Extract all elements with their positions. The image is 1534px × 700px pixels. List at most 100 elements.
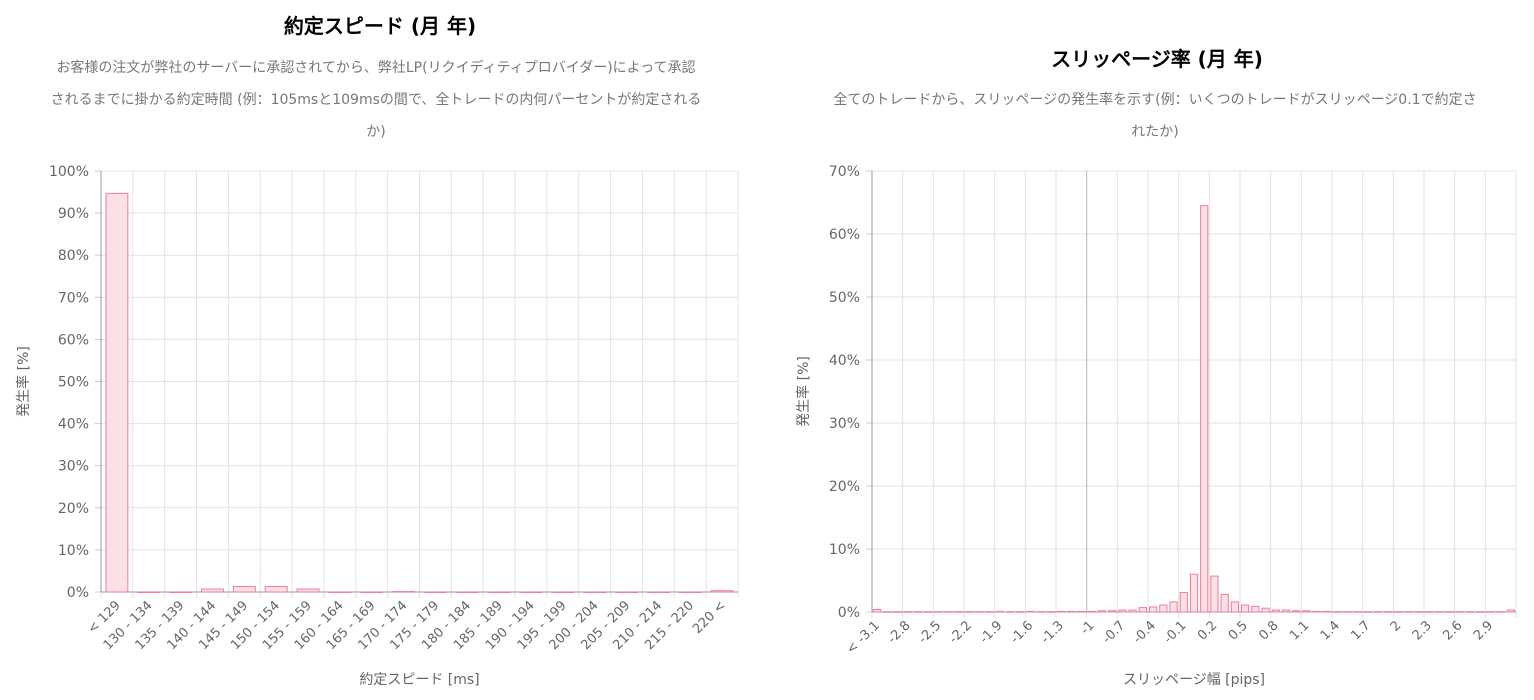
bar — [1016, 611, 1025, 613]
bar — [1241, 604, 1250, 613]
bar — [965, 611, 974, 613]
chart-title: 約定スピード (月 年) — [283, 14, 477, 38]
execution-speed-chart: 約定スピード (月 年) お客様の注文が弊社のサーバーに承認されてから、弊社LP… — [0, 0, 760, 700]
bar — [1476, 611, 1485, 613]
bar — [296, 588, 320, 593]
bar — [1312, 610, 1321, 613]
bar — [1425, 611, 1434, 613]
y-tick-label: 30% — [58, 459, 89, 475]
bar — [328, 591, 352, 593]
bar — [1455, 611, 1464, 613]
bar — [487, 591, 511, 593]
bar — [1343, 611, 1352, 613]
x-tick-label: -1.9 — [977, 618, 1006, 647]
bar — [551, 591, 575, 593]
bar — [1414, 611, 1423, 613]
bar — [1353, 611, 1362, 613]
x-axis-label: 約定スピード [ms] — [359, 672, 479, 688]
bar — [1036, 611, 1045, 613]
x-tick-label: -1.3 — [1038, 618, 1067, 647]
x-tick-label: -2.5 — [916, 618, 945, 647]
x-tick-label: -1 — [1078, 618, 1098, 638]
x-tick-label: 220 < — [690, 598, 729, 637]
bar — [710, 590, 734, 593]
bar — [1251, 605, 1260, 613]
bar — [1169, 601, 1178, 613]
bar — [1333, 611, 1342, 613]
bar — [1261, 607, 1270, 613]
bar — [1138, 607, 1147, 613]
y-tick-label: 60% — [829, 227, 860, 243]
bar — [903, 611, 912, 613]
y-tick-label: 40% — [829, 353, 860, 369]
chart-subtitle: 全てのトレードから、スリッページの発生率を示す(例：いくつのトレードがスリッペー… — [833, 92, 1477, 140]
bar — [1108, 610, 1117, 613]
y-tick-label: 70% — [58, 290, 89, 306]
y-tick-label: 20% — [829, 479, 860, 495]
x-tick-label: -0.7 — [1100, 618, 1129, 647]
bar — [1149, 606, 1158, 613]
bar — [1159, 604, 1168, 613]
bar — [1189, 573, 1199, 613]
bar — [1118, 609, 1127, 613]
bar — [1302, 610, 1311, 613]
y-axis-label: 発生率 [%] — [795, 356, 812, 427]
bar — [232, 586, 256, 593]
slippage-rate-plot: 0% 10% 20% 30% 40% 50% 60% 70% < -3.1 -2.8 -2.5 -2.… — [795, 164, 1517, 688]
x-tick-label: 0.5 — [1226, 618, 1251, 643]
bar — [424, 591, 447, 593]
chart-title: スリッページ率 (月 年) — [1051, 47, 1263, 71]
bar — [1057, 610, 1066, 613]
y-tick-label: 90% — [58, 206, 89, 222]
y-tick-label: 50% — [58, 375, 89, 391]
bar — [519, 591, 543, 593]
bar — [105, 192, 129, 593]
bar — [1506, 609, 1515, 613]
bar — [264, 586, 288, 593]
y-tick-label: 100% — [49, 164, 89, 180]
bar — [924, 611, 933, 613]
bar — [1271, 609, 1280, 613]
slippage-rate-chart: スリッページ率 (月 年) 全てのトレードから、スリッページの発生率を示す(例：… — [780, 0, 1534, 700]
bar — [944, 611, 953, 613]
bar — [583, 591, 607, 593]
bar — [1435, 611, 1444, 613]
x-tick-label: 2 — [1388, 618, 1404, 634]
x-tick-label: -1.6 — [1008, 618, 1037, 647]
y-tick-label: 80% — [58, 248, 89, 264]
x-tick-label: 2.3 — [1410, 618, 1435, 643]
bar — [934, 611, 943, 613]
y-tick-label: 70% — [829, 164, 860, 180]
bar — [1067, 610, 1076, 613]
bar — [678, 591, 702, 593]
chart-subtitle: お客様の注文が弊社のサーバーに承認されてから、弊社LP(リクイディティプロバイダ… — [50, 60, 702, 140]
bar — [137, 591, 161, 593]
bar — [1384, 611, 1393, 613]
bar — [169, 591, 193, 593]
y-tick-label: 50% — [829, 290, 860, 306]
bar — [1077, 610, 1086, 613]
bar — [1394, 611, 1403, 613]
x-tick-label: < -3.1 — [844, 618, 883, 657]
bar — [1496, 611, 1505, 613]
bar — [954, 611, 963, 613]
x-tick-label: 0.8 — [1256, 618, 1281, 643]
execution-speed-plot: 0%10%20%30%40%50%60%70%80%90%100%< 12913… — [15, 164, 739, 688]
bar — [873, 608, 882, 613]
bar — [1404, 611, 1413, 613]
bar — [1281, 609, 1291, 613]
bar — [1465, 611, 1475, 613]
y-tick-label: 40% — [58, 417, 89, 433]
bar — [1230, 601, 1239, 613]
y-tick-label: 0% — [67, 585, 89, 601]
bar — [455, 591, 479, 593]
bar — [1128, 609, 1137, 613]
bar — [913, 611, 923, 613]
x-axis-label: スリッページ幅 [pips] — [1123, 672, 1265, 688]
bar — [201, 588, 224, 593]
bar — [995, 610, 1004, 613]
bar — [1363, 611, 1372, 613]
bar — [615, 591, 638, 593]
y-tick-label: 20% — [58, 501, 89, 517]
bar — [1486, 611, 1495, 613]
